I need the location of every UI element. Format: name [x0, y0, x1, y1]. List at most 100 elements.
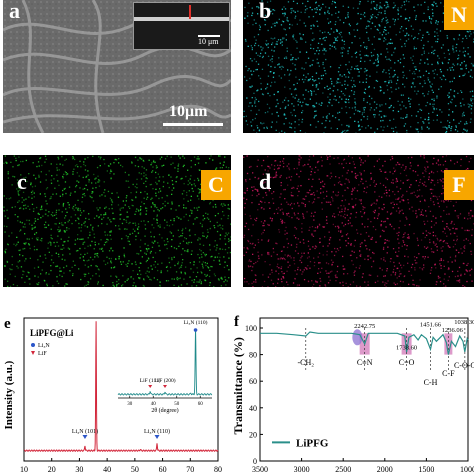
eds-dot [392, 271, 394, 273]
eds-dot [279, 176, 281, 178]
eds-dot [379, 182, 382, 185]
eds-dot [352, 207, 354, 209]
eds-dot [135, 224, 137, 226]
eds-dot [273, 165, 276, 167]
eds-dot [360, 211, 362, 213]
eds-dot [316, 58, 318, 60]
eds-dot [216, 221, 218, 224]
eds-dot [31, 203, 34, 205]
eds-dot [22, 191, 25, 193]
eds-dot [469, 91, 471, 93]
eds-dot [39, 255, 41, 257]
peak-highlight [444, 333, 453, 355]
eds-dot [329, 177, 331, 179]
eds-dot [468, 161, 470, 163]
eds-dot [461, 252, 463, 254]
eds-dot [104, 195, 106, 197]
eds-dot [463, 111, 465, 114]
eds-dot [456, 215, 458, 217]
eds-dot [359, 285, 361, 287]
eds-dot [168, 225, 171, 227]
x-tick-label: 1500 [418, 465, 434, 474]
eds-dot [245, 251, 248, 253]
eds-dot [408, 179, 410, 181]
eds-dot [432, 188, 434, 191]
eds-dot [442, 126, 444, 128]
eds-dot [168, 186, 170, 189]
eds-dot [457, 217, 459, 219]
eds-dot [335, 82, 338, 84]
eds-dot [135, 191, 138, 193]
eds-dot [84, 195, 86, 197]
eds-map-fluorine: d F [243, 155, 474, 287]
eds-dot [391, 156, 393, 158]
eds-dot [365, 245, 367, 247]
eds-dot [365, 180, 367, 182]
eds-dot [430, 21, 432, 23]
eds-dot [301, 202, 303, 204]
eds-dot [325, 72, 327, 75]
eds-dot [89, 231, 91, 234]
eds-dot [313, 194, 316, 196]
eds-dot [435, 108, 438, 110]
eds-dot [397, 9, 399, 11]
eds-dot [92, 259, 94, 261]
eds-dot [336, 276, 338, 279]
eds-dot [31, 186, 34, 188]
eds-dot [316, 161, 319, 164]
eds-dot [260, 88, 262, 90]
eds-dot [251, 85, 253, 87]
eds-dot [60, 248, 62, 250]
eds-dot [214, 240, 216, 242]
eds-dot [450, 127, 452, 130]
eds-dot [290, 54, 292, 56]
eds-dot [118, 283, 120, 285]
eds-dot [337, 78, 339, 80]
eds-dot [306, 104, 308, 106]
eds-dot [447, 94, 449, 96]
eds-dot [398, 197, 400, 199]
eds-dot [25, 198, 27, 200]
eds-dot [113, 173, 115, 175]
eds-dot [367, 55, 369, 57]
eds-dot [252, 190, 254, 192]
eds-dot [95, 187, 97, 189]
eds-dot [424, 169, 426, 172]
eds-dot [197, 271, 199, 274]
eds-dot [3, 206, 5, 208]
inset-x-tick-label: 60 [198, 402, 204, 407]
eds-dot [393, 2, 395, 4]
eds-dot [466, 37, 468, 39]
eds-dot [255, 52, 257, 54]
eds-dot [299, 51, 301, 53]
eds-dot [328, 12, 330, 15]
eds-dot [203, 217, 206, 220]
eds-dot [312, 48, 315, 50]
eds-dot [311, 39, 313, 41]
eds-dot [290, 69, 292, 72]
eds-dot [210, 155, 212, 157]
eds-dot [249, 86, 251, 88]
eds-dot [120, 164, 122, 166]
eds-dot [470, 118, 472, 120]
eds-dot [362, 162, 364, 164]
eds-dot [293, 109, 295, 111]
eds-dot [375, 241, 377, 243]
eds-dot [384, 160, 386, 162]
eds-dot [323, 67, 325, 69]
eds-dot [348, 47, 350, 49]
eds-dot [289, 126, 291, 128]
eds-dot [212, 206, 214, 208]
eds-dot [410, 25, 412, 27]
eds-dot [370, 238, 372, 240]
eds-dot [429, 103, 431, 105]
eds-dot [299, 101, 301, 103]
eds-dot [262, 225, 264, 227]
eds-dot [413, 38, 415, 40]
eds-dot [250, 86, 252, 88]
eds-dot [279, 258, 281, 260]
eds-dot [152, 256, 154, 259]
eds-dot [17, 216, 19, 218]
eds-dot [432, 3, 434, 6]
eds-dot [228, 238, 230, 240]
